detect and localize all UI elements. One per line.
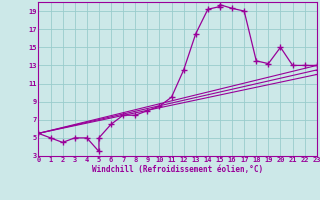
X-axis label: Windchill (Refroidissement éolien,°C): Windchill (Refroidissement éolien,°C) — [92, 165, 263, 174]
